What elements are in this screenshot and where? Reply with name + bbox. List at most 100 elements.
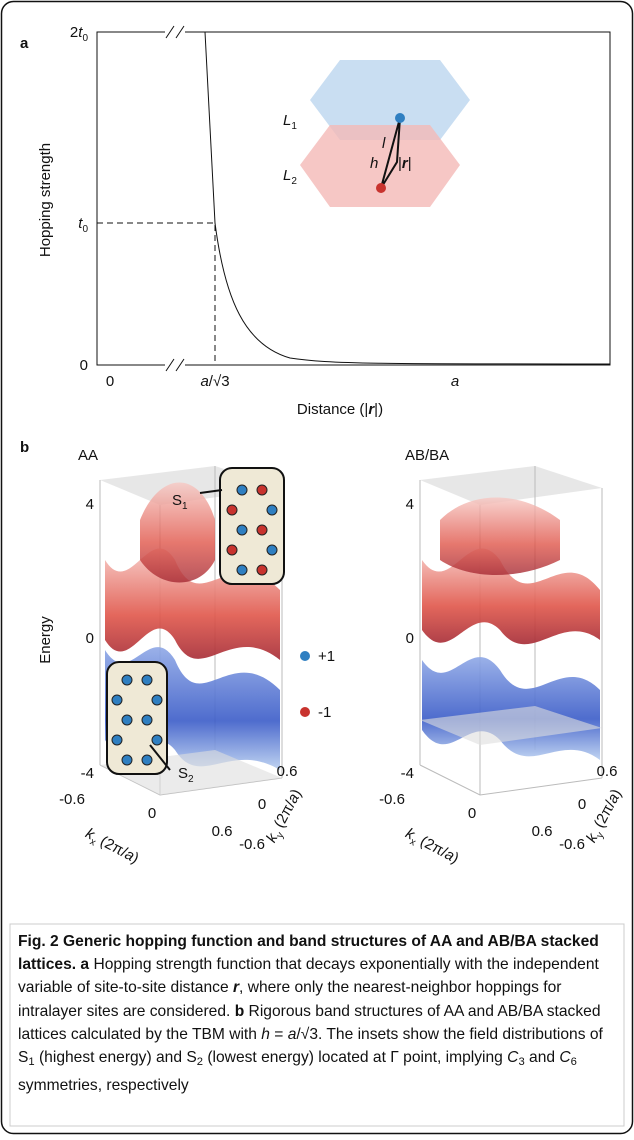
text-part: a — [200, 373, 208, 390]
kx-tick-label: -0.6 — [59, 791, 85, 808]
caption-text: /√3. The insets show the field distribut… — [18, 1025, 603, 1067]
text-part: L — [283, 167, 291, 184]
text-part: 0 — [106, 373, 114, 390]
text-part: 2 — [291, 176, 297, 187]
inset-s1 — [219, 467, 285, 585]
caption-text: Rigorous band structures of AA and AB/BA… — [18, 1002, 601, 1043]
legend-marker — [300, 651, 310, 661]
caption-text: Fig. 2 Generic hopping function and band… — [18, 933, 599, 974]
caption-text: (lowest energy) located at Γ point, impl… — [203, 1049, 508, 1067]
caption-text: symmetries, respectively — [18, 1077, 189, 1095]
energy-tick-label: 0 — [406, 630, 414, 647]
text-part: 1 — [291, 121, 297, 132]
inset-label: |r| — [398, 155, 412, 172]
text-part: t — [78, 215, 83, 232]
caption-text: 3 — [518, 1055, 525, 1068]
caption-text: 6 — [570, 1055, 577, 1068]
ky-axis-label: ky (2π/a) — [263, 786, 308, 846]
text-part: h — [370, 155, 378, 172]
arrow — [149, 744, 171, 771]
caption: Fig. 2 Generic hopping function and band… — [18, 930, 618, 1097]
caption-text: a — [80, 956, 90, 974]
legend-marker — [300, 707, 310, 717]
site — [236, 564, 248, 576]
text-part: S — [178, 765, 188, 782]
text-part: y — [274, 831, 286, 841]
plane — [420, 466, 602, 505]
guide-lines — [97, 222, 216, 365]
site — [141, 754, 153, 766]
caption-text: and — [524, 1049, 560, 1067]
band-surface — [422, 657, 600, 760]
site-1 — [395, 113, 405, 123]
y-tick-label: 2t0 — [70, 24, 89, 44]
energy-tick-label: 4 — [86, 496, 94, 513]
text-part: a — [451, 373, 459, 390]
caption-text: h — [261, 1025, 270, 1043]
site — [111, 694, 123, 706]
plot-frame — [96, 31, 611, 366]
y-axis-label: Hopping strength — [37, 143, 54, 257]
x-tick-label: 0 — [106, 373, 114, 390]
text-part: 2 — [70, 24, 78, 41]
text-part: x — [408, 836, 418, 848]
layer-label: L1 — [283, 112, 297, 132]
distance-lines — [380, 117, 401, 189]
text-part: 0 — [82, 33, 88, 44]
caption-text: Hopping strength function that decays ex… — [18, 956, 599, 997]
ky-tick-label: 0 — [578, 796, 586, 813]
site — [236, 484, 248, 496]
hopping-curve — [204, 31, 611, 365]
site-2 — [376, 183, 386, 193]
energy-tick-label: -4 — [81, 765, 94, 782]
caption-box — [9, 923, 625, 1127]
text-part: /√3 — [209, 373, 230, 390]
caption-text: 1 — [28, 1055, 35, 1068]
band-surface — [440, 497, 560, 575]
site — [256, 564, 268, 576]
text-part: L — [283, 112, 291, 129]
kx-tick-label: 0.6 — [212, 823, 233, 840]
plane — [420, 706, 602, 745]
kx-tick-label: -0.6 — [379, 791, 405, 808]
site — [226, 504, 238, 516]
state-label: S2 — [178, 765, 194, 785]
plot-title: AB/BA — [405, 447, 449, 464]
caption-text: (highest energy) and S — [34, 1049, 197, 1067]
site — [141, 674, 153, 686]
arrow — [199, 489, 223, 494]
caption-text: b — [234, 1002, 245, 1020]
inset-label: h — [370, 155, 378, 172]
box-frame — [419, 466, 603, 796]
inset-label: l — [382, 135, 386, 152]
text-part: t — [78, 24, 83, 41]
site — [121, 754, 133, 766]
kx-tick-label: 0 — [468, 805, 476, 822]
site — [151, 734, 163, 746]
text-part: 0 — [82, 224, 88, 235]
x-axis-label: Distance (|r|) — [297, 401, 383, 418]
site — [121, 674, 133, 686]
legend-label: -1 — [318, 704, 331, 721]
energy-tick-label: 4 — [406, 496, 414, 513]
band-surface — [140, 482, 215, 583]
layer-1 — [310, 60, 470, 140]
site — [151, 694, 163, 706]
inset-s2 — [106, 661, 168, 775]
text-part: 2 — [188, 774, 194, 785]
caption-text: 2 — [196, 1055, 204, 1068]
caption-text: C — [507, 1049, 519, 1067]
state-label: S1 — [172, 492, 188, 512]
plot-title: AA — [78, 447, 98, 464]
text-part: | — [398, 155, 402, 172]
ky-axis-label: ky (2π/a) — [583, 786, 628, 846]
site — [236, 524, 248, 536]
layer-2 — [300, 125, 460, 207]
energy-tick-label: -4 — [401, 765, 414, 782]
kx-tick-label: 0 — [148, 805, 156, 822]
text-part: |) — [374, 401, 383, 418]
site — [121, 714, 133, 726]
axis-break-marks — [165, 25, 185, 372]
